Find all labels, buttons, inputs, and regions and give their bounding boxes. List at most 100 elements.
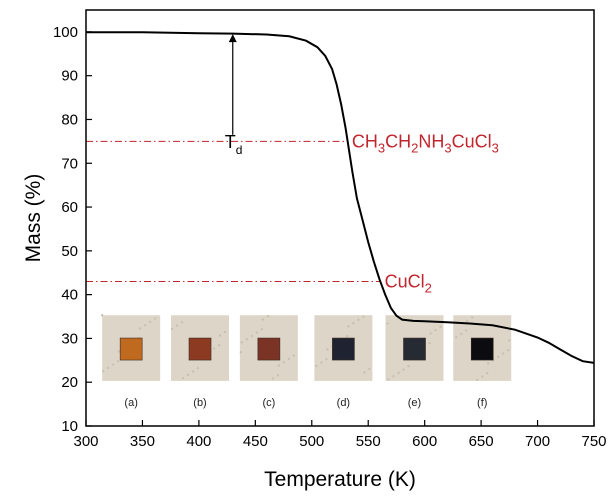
photo-speckle (397, 371, 400, 375)
photo-speckle (455, 335, 458, 339)
photo-speckle (191, 370, 195, 373)
photo-speckle (181, 376, 185, 380)
photo-speckle (320, 361, 323, 364)
photo-speckle (497, 355, 500, 359)
photo-speckle (428, 342, 431, 345)
y-tick-label: 20 (61, 374, 78, 391)
photo-speckle (476, 378, 479, 382)
photo-speckle (223, 330, 227, 334)
photo-speckle (460, 332, 463, 336)
td-label: Td (225, 132, 243, 157)
y-tick-label: 60 (61, 199, 78, 216)
photo-speckle (180, 321, 184, 324)
y-tick-label: 80 (61, 111, 78, 128)
photo-speckle (217, 344, 221, 347)
photo-speckle (402, 368, 405, 371)
photo-speckle (487, 362, 490, 365)
y-axis-ticks: 10 20 30 40 50 60 70 80 90 100 (53, 24, 92, 435)
photo-speckle (250, 334, 254, 338)
y-tick-label: 10 (61, 418, 78, 435)
photo-speckle (466, 319, 469, 322)
sample-crystal (332, 337, 355, 361)
sample-photo: (a) (100, 314, 161, 409)
photo-speckle (106, 366, 110, 370)
photo-speckle (261, 318, 265, 321)
x-tick-label: 750 (581, 433, 606, 450)
photo-speckle (315, 364, 318, 368)
photo-speckle (116, 360, 120, 363)
photo-speckle (212, 347, 216, 350)
photo-label: (b) (193, 397, 206, 409)
photo-speckle (508, 339, 511, 342)
photo-speckle (138, 327, 142, 330)
x-tick-label: 300 (73, 433, 98, 450)
photo-speckle (481, 375, 484, 378)
x-axis-title: Temperature (K) (264, 468, 416, 491)
y-tick-label: 50 (61, 243, 78, 260)
photo-speckle (471, 316, 474, 319)
photo-speckle (439, 325, 442, 329)
sample-crystal (470, 337, 494, 361)
x-tick-label: 450 (243, 433, 268, 450)
photo-speckle (363, 371, 366, 374)
photo-speckle (143, 323, 147, 327)
photo-speckle (282, 360, 286, 364)
sample-photo: (d) (314, 315, 373, 409)
x-tick-label: 500 (299, 433, 324, 450)
photo-speckle (266, 314, 270, 318)
photo-speckle (175, 324, 179, 327)
x-tick-label: 600 (412, 433, 437, 450)
x-tick-label: 650 (469, 433, 494, 450)
photo-speckle (429, 332, 432, 335)
y-tick-label: 90 (61, 68, 78, 85)
sample-photo: (c) (239, 314, 298, 409)
photo-speckle (101, 369, 105, 373)
photo-speckle (196, 367, 200, 370)
photo-speckle (507, 349, 510, 352)
photo-speckle (368, 367, 371, 371)
photo-speckle (362, 315, 365, 318)
sample-crystal (188, 337, 212, 361)
x-tick-label: 400 (186, 433, 211, 450)
reference-label: CuCl2 (385, 271, 432, 295)
photo-speckle (260, 328, 264, 331)
photo-speckle (239, 351, 243, 354)
reference-label: CH3CH2NH3CuCl3 (352, 131, 499, 155)
photo-label: (a) (124, 397, 137, 409)
photo-speckle (153, 317, 157, 320)
y-axis-title: Mass (%) (22, 174, 45, 263)
photo-speckle (357, 318, 360, 322)
photo-speckle (292, 354, 296, 357)
sample-photos: (a) (b) (c) (d) (e) (f) (100, 314, 512, 409)
photo-speckle (347, 325, 350, 328)
photo-speckle (277, 364, 281, 367)
photo-speckle (170, 327, 174, 331)
photo-speckle (240, 341, 244, 344)
x-tick-label: 700 (525, 433, 550, 450)
photo-speckle (117, 350, 121, 353)
photo-speckle (325, 358, 328, 361)
sample-crystal (119, 337, 143, 361)
photo-speckle (271, 377, 275, 380)
photo-speckle (486, 372, 489, 375)
reference-lines: CH3CH2NH3CuCl3 CuCl2 (86, 131, 499, 295)
photo-speckle (386, 322, 389, 325)
plot-frame (85, 9, 595, 427)
photo-speckle (287, 357, 291, 361)
y-tick-label: 100 (53, 24, 78, 41)
y-tick-label: 30 (61, 330, 78, 347)
sample-photo: (e) (385, 315, 444, 409)
photo-speckle (218, 334, 222, 337)
photo-speckle (100, 314, 104, 317)
sample-photo: (f) (453, 315, 512, 409)
x-tick-label: 550 (356, 433, 381, 450)
photo-label: (e) (408, 397, 421, 409)
x-axis-ticks: 300 350 400 450 500 550 600 650 700 750 (73, 420, 607, 450)
td-annotation: Td (225, 34, 243, 157)
photo-speckle (111, 363, 115, 366)
photo-speckle (255, 331, 259, 334)
photo-speckle (326, 348, 329, 351)
series-line-mass (86, 31, 595, 364)
photo-speckle (465, 329, 468, 332)
